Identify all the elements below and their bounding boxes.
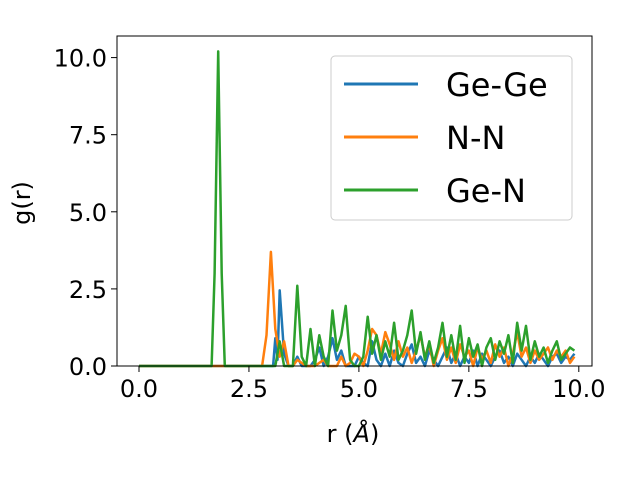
series-line-n-n: [139, 250, 576, 368]
plot-frame: [116, 35, 593, 367]
legend: Ge-Ge N-N Ge-N: [330, 55, 573, 221]
legend-label-n-n: N-N: [446, 119, 505, 157]
x-tick-label: 7.5: [450, 375, 488, 403]
x-axis-label: r (Å): [327, 419, 380, 448]
series-line-ge-n: [139, 50, 576, 368]
x-tick-label: 2.5: [230, 375, 268, 403]
legend-label-ge-ge: Ge-Ge: [446, 66, 548, 104]
x-tick-label: 0.0: [120, 375, 158, 403]
y-axis-label: g(r): [8, 181, 36, 225]
series-layer: [139, 50, 576, 368]
y-tick-label: 2.5: [69, 276, 107, 304]
x-axis-label-main: r (: [327, 420, 354, 448]
x-tick-label: 10.0: [552, 375, 605, 403]
y-tick-label: 0.0: [69, 353, 107, 381]
y-axis-ticks: 0.0 2.5 5.0 7.5 10.0: [54, 45, 117, 381]
y-tick-label: 5.0: [69, 199, 107, 227]
x-axis-label-close: ): [370, 420, 379, 448]
legend-label-ge-n: Ge-N: [446, 172, 526, 210]
x-axis-ticks: 0.0 2.5 5.0 7.5 10.0: [120, 366, 606, 403]
y-tick-label: 7.5: [69, 122, 107, 150]
y-tick-label: 10.0: [54, 45, 107, 73]
legend-items: Ge-Ge N-N Ge-N: [344, 66, 548, 210]
x-tick-label: 5.0: [340, 375, 378, 403]
x-axis-label-unit: Å: [352, 419, 370, 448]
legend-box: [330, 55, 573, 221]
